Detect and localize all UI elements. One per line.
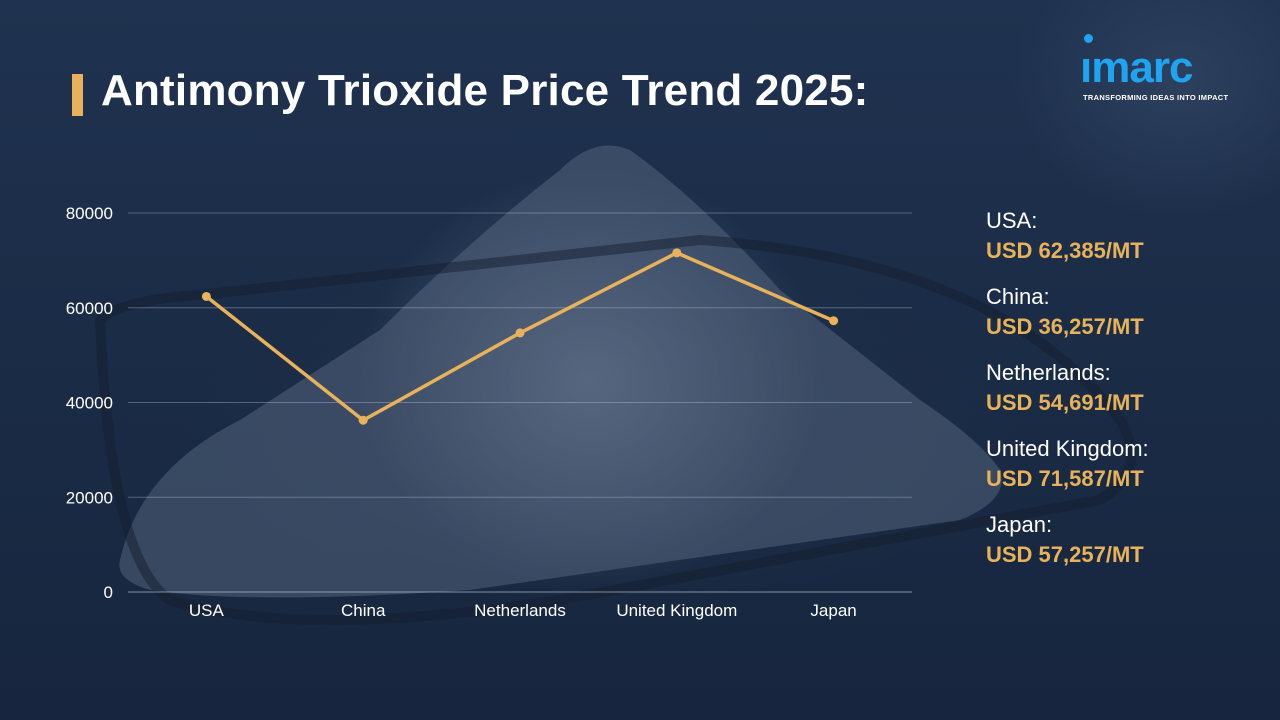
x-tick-label: United Kingdom xyxy=(616,601,737,620)
y-tick-label: 60000 xyxy=(66,299,113,318)
legend-price: USD 62,385/MT xyxy=(986,238,1144,263)
legend-country: United Kingdom: xyxy=(986,436,1149,461)
title-accent-bar xyxy=(72,74,83,116)
x-tick-label: USA xyxy=(189,601,225,620)
legend-price: USD 71,587/MT xyxy=(986,466,1144,491)
imarc-logo: ımarc TRANSFORMING IDEAS INTO IMPACT xyxy=(1080,32,1250,104)
page-title: Antimony Trioxide Price Trend 2025: xyxy=(101,66,869,115)
data-point xyxy=(201,291,211,301)
data-point xyxy=(515,328,525,338)
y-tick-label: 0 xyxy=(104,583,113,602)
legend-country: USA: xyxy=(986,208,1038,233)
logo-wordmark: ımarc xyxy=(1080,43,1193,92)
y-tick-label: 40000 xyxy=(66,394,113,413)
legend-item: Netherlands: USD 54,691/MT xyxy=(986,358,1276,418)
legend-price: USD 57,257/MT xyxy=(986,542,1144,567)
legend-country: China: xyxy=(986,284,1050,309)
legend-item: United Kingdom: USD 71,587/MT xyxy=(986,434,1276,494)
legend-item: China: USD 36,257/MT xyxy=(986,282,1276,342)
y-tick-label: 80000 xyxy=(66,204,113,223)
data-point xyxy=(358,415,368,425)
legend-item: Japan: USD 57,257/MT xyxy=(986,510,1276,570)
x-tick-label: Japan xyxy=(810,601,856,620)
legend-price: USD 36,257/MT xyxy=(986,314,1144,339)
legend-country: Japan: xyxy=(986,512,1053,537)
logo-tagline: TRANSFORMING IDEAS INTO IMPACT xyxy=(1083,93,1229,102)
y-tick-label: 20000 xyxy=(66,488,113,507)
legend-country: Netherlands: xyxy=(986,360,1111,385)
x-tick-label: Netherlands xyxy=(474,601,566,620)
x-tick-label: China xyxy=(341,601,386,620)
data-point xyxy=(672,248,682,258)
logo-dot xyxy=(1084,34,1093,43)
data-point xyxy=(829,316,839,326)
legend-item: USA: USD 62,385/MT xyxy=(986,206,1276,266)
price-legend: USA: USD 62,385/MT China: USD 36,257/MT … xyxy=(986,206,1276,586)
legend-price: USD 54,691/MT xyxy=(986,390,1144,415)
